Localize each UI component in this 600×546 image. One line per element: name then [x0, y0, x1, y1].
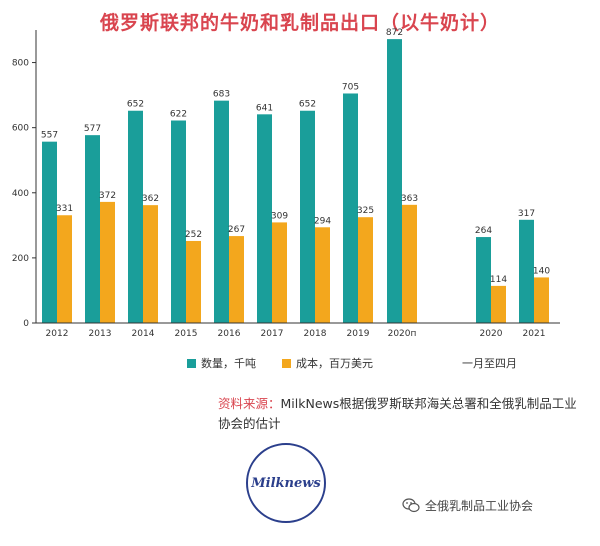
bar-cost [229, 236, 244, 323]
data-label-quantity: 872 [386, 28, 403, 38]
bar-cost [402, 204, 417, 323]
x-tick-label: 2016 [218, 329, 241, 339]
data-label-quantity: 652 [299, 100, 316, 110]
source-label: 资料来源： [218, 396, 281, 411]
legend-label-cost: 成本，百万美元 [296, 357, 373, 370]
x-tick-label: 2014 [132, 329, 155, 339]
bar-cost [57, 215, 72, 323]
wechat-icon [402, 498, 420, 513]
y-tick-label: 600 [12, 124, 29, 134]
bar-quantity [171, 120, 186, 323]
data-label-cost: 331 [56, 204, 73, 214]
source-text: MilkNews根据俄罗斯联邦海关总署和全俄乳制品工业协会的估计 [218, 396, 577, 431]
bar-quantity [214, 100, 229, 323]
milknews-logo: Milknews [246, 443, 326, 523]
bar-cost [315, 227, 330, 323]
x-tick-label: 2017 [261, 329, 284, 339]
legend-item-cost: 成本，百万美元 [282, 355, 373, 371]
bars: 557 331 577 372 652 362 622 252 683 267 641 309 652 2… [41, 28, 550, 324]
data-label-cost: 325 [357, 206, 374, 216]
legend-item-quantity: 数量，千吨 [187, 355, 256, 371]
data-label-quantity: 577 [84, 124, 101, 134]
data-label-quantity: 622 [170, 110, 187, 120]
data-label-quantity: 683 [213, 90, 230, 100]
data-label-quantity: 641 [256, 103, 273, 113]
data-label-cost: 309 [271, 211, 288, 221]
bar-cost [358, 217, 373, 323]
bar-quantity [476, 237, 491, 323]
x-tick-label: 2020 [480, 329, 503, 339]
data-label-cost: 267 [228, 225, 245, 235]
logo-text: Milknews [251, 475, 321, 491]
x-axis: 2012 2013 2014 2015 2016 2017 2018 2019 2020п 202… [36, 322, 560, 339]
y-tick-label: 200 [12, 254, 29, 264]
data-label-quantity: 317 [518, 209, 535, 219]
bar-quantity [85, 135, 100, 323]
bar-chart: 0 200 400 600 800 557 331 577 372 652 362 622 252 68… [12, 28, 560, 339]
y-tick-label: 800 [12, 59, 29, 69]
data-label-quantity: 652 [127, 100, 144, 110]
legend-swatch-quantity [187, 358, 196, 368]
bar-cost [272, 222, 287, 323]
x-tick-label: 2012 [46, 329, 69, 339]
data-label-quantity: 264 [475, 226, 492, 236]
x-tick-label: 2018 [304, 329, 327, 339]
watermark-text: 全俄乳制品工业协会 [425, 499, 534, 513]
x-tick-label: 2013 [89, 329, 112, 339]
legend-label-quantity: 数量，千吨 [201, 357, 256, 370]
bar-quantity [387, 39, 402, 324]
y-tick-label: 0 [23, 319, 29, 329]
bar-cost [534, 277, 549, 323]
data-label-quantity: 557 [41, 131, 58, 141]
watermark: 全俄乳制品工业协会 [402, 497, 533, 514]
legend: 数量，千吨 成本，百万美元 [187, 355, 399, 371]
data-label-cost: 294 [314, 216, 331, 226]
x-tick-label: 2021 [523, 329, 546, 339]
data-label-cost: 114 [490, 275, 507, 285]
bar-cost [186, 240, 201, 323]
chart-title: 俄罗斯联邦的牛奶和乳制品出口（以牛奶计） [99, 12, 500, 34]
data-label-cost: 252 [185, 230, 202, 240]
bar-quantity [343, 93, 358, 323]
period-note: 一月至四月 [462, 357, 517, 370]
data-label-quantity: 705 [342, 82, 359, 92]
data-label-cost: 372 [99, 191, 116, 201]
y-axis: 0 200 400 600 800 [12, 30, 37, 329]
x-tick-label: 2019 [347, 329, 370, 339]
legend-swatch-cost [282, 358, 291, 368]
bar-quantity [128, 110, 143, 323]
data-label-cost: 362 [142, 194, 159, 204]
bar-cost [143, 205, 158, 323]
bar-quantity [519, 219, 534, 323]
x-tick-label: 2015 [175, 329, 198, 339]
data-label-cost: 140 [533, 266, 550, 276]
data-label-cost: 363 [401, 194, 418, 204]
x-tick-label: 2020п [388, 329, 417, 339]
bar-quantity [257, 114, 272, 324]
source-note: 资料来源：MilkNews根据俄罗斯联邦海关总署和全俄乳制品工业协会的估计 [218, 394, 578, 434]
bar-cost [491, 285, 506, 323]
bar-quantity [42, 141, 57, 323]
bar-quantity [300, 110, 315, 323]
bar-cost [100, 201, 115, 323]
y-tick-label: 400 [12, 189, 29, 199]
